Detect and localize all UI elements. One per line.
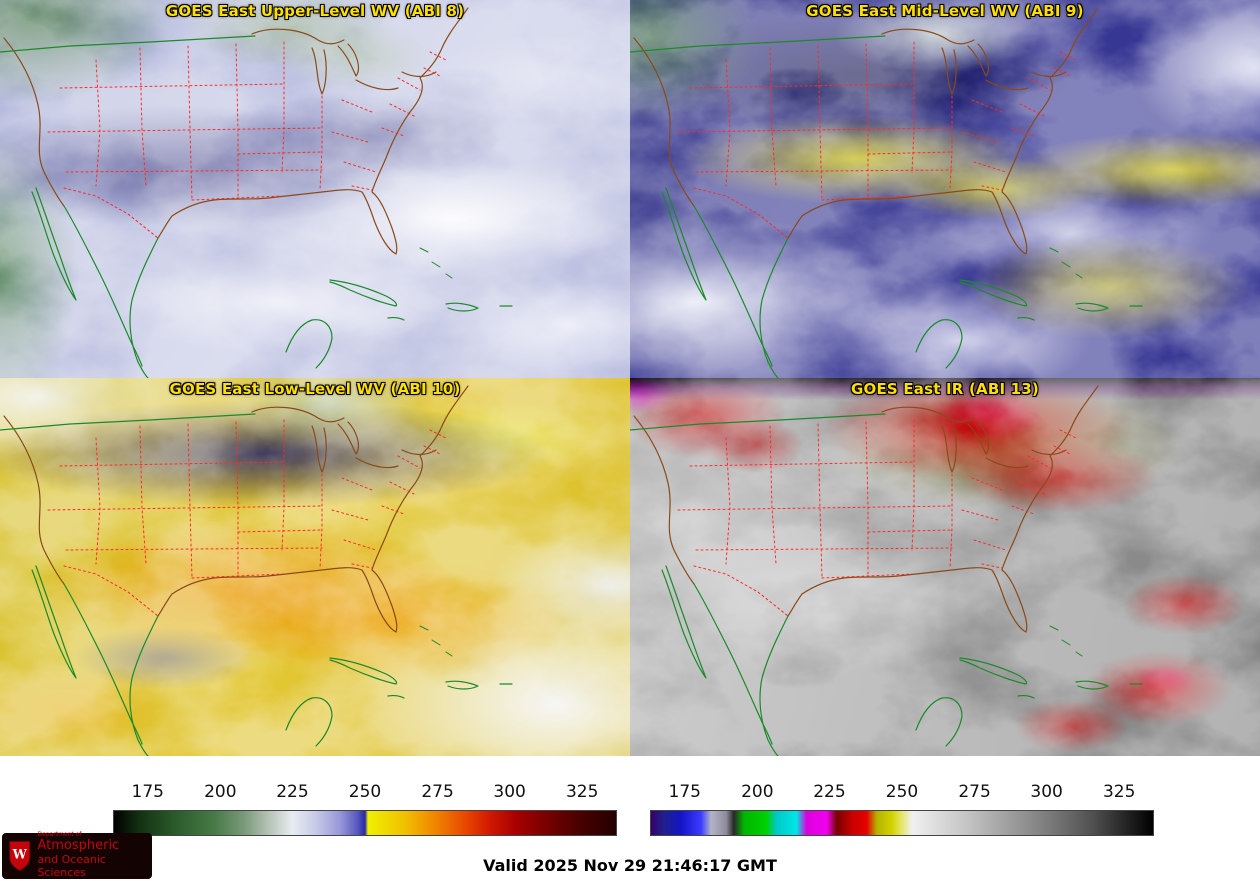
panel-title-low-wv: GOES East Low-Level WV (ABI 10) xyxy=(169,380,461,398)
svg-text:W: W xyxy=(12,847,28,862)
panel-title-ir: GOES East IR (ABI 13) xyxy=(850,380,1039,398)
basemap-overlay xyxy=(630,385,1143,756)
panel-upper-level-wv: GOES East Upper-Level WV (ABI 8) xyxy=(0,0,630,378)
wv-colorbar-group: 175 200 225 250 275 300 325 xyxy=(113,782,617,836)
colorbar-tick: 300 xyxy=(493,782,526,802)
colorbar-tick: 325 xyxy=(565,782,599,802)
colorbar-tick: 325 xyxy=(1102,782,1136,802)
ir-colorbar xyxy=(650,810,1154,836)
colorbar-tick: 275 xyxy=(958,782,991,802)
colorbar-tick: 225 xyxy=(276,782,309,802)
panel-title-upper-wv: GOES East Upper-Level WV (ABI 8) xyxy=(165,2,465,20)
logo-text-block: Department of Atmospheric and Oceanic Sc… xyxy=(37,832,146,879)
panel-infrared: GOES East IR (ABI 13) xyxy=(630,378,1260,756)
colorbar-tick: 200 xyxy=(741,782,774,802)
panel-grid: GOES East Upper-Level WV (ABI 8) GOES Ea… xyxy=(0,0,1260,756)
basemap-overlay xyxy=(0,385,513,756)
ir-colorbar-group: 175 200 225 250 275 300 325 xyxy=(650,782,1154,836)
cloud-texture xyxy=(630,378,1260,756)
cloud-texture xyxy=(630,0,1260,378)
basemap-overlay xyxy=(0,7,513,378)
panel-title-mid-wv: GOES East Mid-Level WV (ABI 9) xyxy=(806,2,1084,20)
legend-area: 175 200 225 250 275 300 325 175 200 225 … xyxy=(0,756,1260,881)
uw-crest-icon: W xyxy=(9,841,31,871)
colorbar-tick: 200 xyxy=(204,782,237,802)
colorbar-tick: 250 xyxy=(885,782,919,802)
wv-colorbar xyxy=(113,810,617,836)
colorbar-tick: 300 xyxy=(1030,782,1063,802)
panel-mid-level-wv: GOES East Mid-Level WV (ABI 9) xyxy=(630,0,1260,378)
colorbar-tick: 250 xyxy=(348,782,382,802)
panel-low-level-wv: GOES East Low-Level WV (ABI 10) xyxy=(0,378,630,756)
valid-time-label: Valid 2025 Nov 29 21:46:17 GMT xyxy=(483,856,777,875)
logo-department-label: Department of xyxy=(37,831,82,839)
cloud-texture xyxy=(0,378,630,756)
logo-line-oceanic: and Oceanic Sciences xyxy=(37,853,106,879)
colorbar-tick: 175 xyxy=(668,782,701,802)
colorbar-tick: 275 xyxy=(421,782,454,802)
colorbar-tick: 225 xyxy=(813,782,846,802)
basemap-overlay xyxy=(630,7,1143,378)
logo-line-atmospheric: Atmospheric xyxy=(37,838,120,854)
wv-colorbar-ticks: 175 200 225 250 275 300 325 xyxy=(113,782,617,806)
uw-aos-logo: W Department of Atmospheric and Oceanic … xyxy=(2,832,152,879)
colorbar-tick: 175 xyxy=(131,782,164,802)
cloud-texture xyxy=(0,0,630,378)
ir-colorbar-ticks: 175 200 225 250 275 300 325 xyxy=(650,782,1154,806)
